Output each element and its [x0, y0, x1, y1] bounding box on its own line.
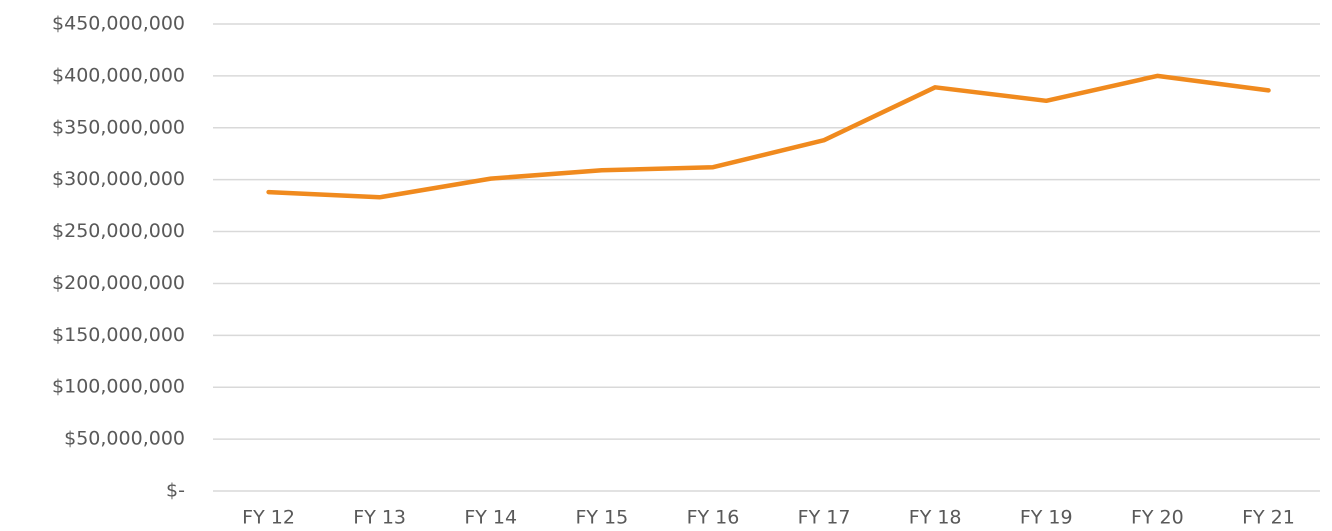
y-tick-label: $300,000,000 [52, 168, 185, 190]
y-tick-label: $250,000,000 [52, 220, 185, 242]
x-tick-label: FY 13 [353, 507, 406, 529]
x-tick-label: FY 20 [1131, 507, 1184, 529]
x-tick-label: FY 17 [798, 507, 851, 529]
y-tick-label: $450,000,000 [52, 13, 185, 35]
x-tick-label: FY 18 [909, 507, 962, 529]
x-tick-label: FY 19 [1020, 507, 1073, 529]
y-tick-label: $350,000,000 [52, 116, 185, 138]
x-tick-label: FY 14 [464, 507, 517, 529]
x-tick-label: FY 12 [242, 507, 295, 529]
x-tick-label: FY 21 [1242, 507, 1295, 529]
x-tick-label: FY 15 [575, 507, 628, 529]
y-tick-label: $- [166, 480, 185, 502]
data-line [266, 73, 1271, 200]
y-tick-label: $50,000,000 [64, 428, 185, 450]
y-tick-label: $200,000,000 [52, 272, 185, 294]
y-tick-label: $400,000,000 [52, 64, 185, 86]
y-tick-label: $100,000,000 [52, 376, 185, 398]
y-tick-label: $150,000,000 [52, 324, 185, 346]
x-tick-label: FY 16 [687, 507, 740, 529]
